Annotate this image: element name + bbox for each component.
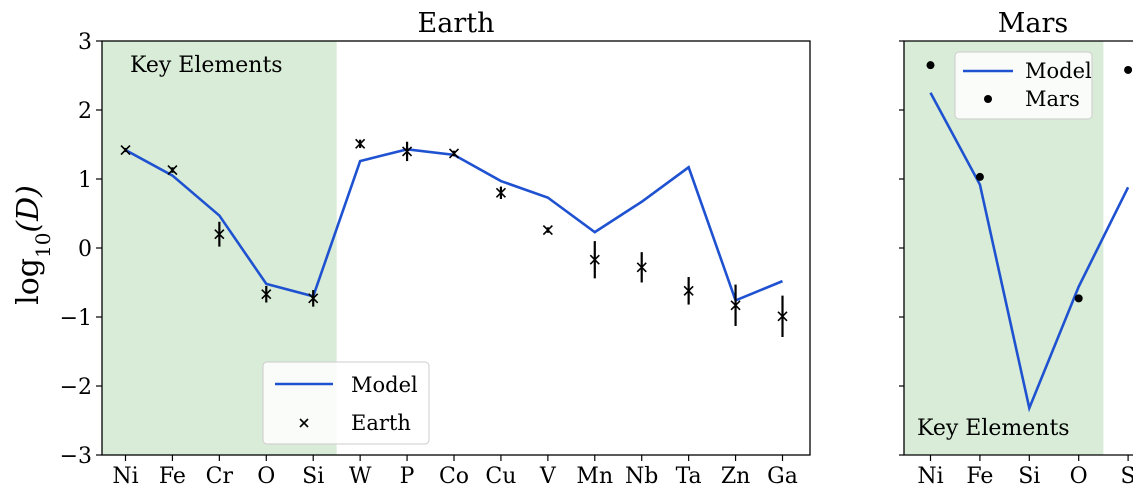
y-axis-label: log10(D) bbox=[11, 185, 55, 305]
earth-legend-model-label: Model bbox=[351, 373, 418, 397]
mars-point-ni bbox=[926, 61, 935, 70]
earth-point-ni bbox=[120, 144, 131, 156]
mars-chart-title: Mars bbox=[998, 8, 1069, 39]
earth-point-nb bbox=[636, 252, 647, 283]
mars-legend: Model Mars bbox=[954, 51, 1093, 120]
mars-legend-model-label: Model bbox=[1025, 59, 1092, 83]
earth-y-tick-label: −3 bbox=[60, 444, 92, 469]
earth-point-o bbox=[261, 285, 272, 303]
earth-x-tick-label-ni: Ni bbox=[112, 464, 138, 487]
mars-x-tick-label-o: O bbox=[1070, 464, 1088, 487]
mars-x-tick-label-fe: Fe bbox=[966, 464, 993, 487]
y-axis-label-var: (D) bbox=[11, 185, 46, 232]
earth-legend: Model Earth bbox=[262, 361, 430, 445]
earth-point-ta bbox=[683, 276, 694, 305]
earth-plot-frame bbox=[101, 40, 811, 456]
earth-point-cu bbox=[495, 186, 506, 200]
earth-x-tick-label-p: P bbox=[400, 464, 415, 487]
earth-x-tick-label-cr: Cr bbox=[206, 464, 234, 487]
earth-y-ticks: −3 −2 −1 0 1 2 3 bbox=[60, 30, 102, 469]
mars-point-s bbox=[1124, 65, 1133, 74]
earth-point-zn bbox=[730, 284, 741, 326]
earth-point-w bbox=[355, 138, 366, 149]
earth-data-points bbox=[120, 138, 788, 338]
mars-key-elements-label: Key Elements bbox=[917, 416, 1070, 441]
earth-x-tick-label-fe: Fe bbox=[159, 464, 186, 487]
earth-x-tick-label-o: O bbox=[257, 464, 275, 487]
earth-x-tick-label-zn: Zn bbox=[721, 464, 750, 487]
earth-y-tick-label: 2 bbox=[78, 99, 92, 124]
mars-point-fe bbox=[975, 172, 984, 181]
earth-legend-earth-label: Earth bbox=[351, 411, 411, 435]
earth-point-fe bbox=[167, 164, 178, 176]
earth-x-tick-label-w: W bbox=[349, 464, 372, 487]
mars-legend-mars-marker bbox=[984, 95, 992, 103]
y-axis-label-log: log bbox=[11, 258, 46, 305]
earth-y-tick-label: 0 bbox=[78, 237, 92, 262]
mars-plot-frame bbox=[903, 40, 1133, 456]
mars-model-line bbox=[929, 92, 1130, 413]
earth-y-tick-label: −1 bbox=[60, 306, 92, 331]
mars-x-tick-label-si: Si bbox=[1018, 464, 1040, 487]
earth-point-si bbox=[308, 290, 319, 307]
mars-legend-mars-label: Mars bbox=[1025, 87, 1080, 111]
earth-x-tick-label-co: Co bbox=[439, 464, 469, 487]
y-axis-label-subscript: 10 bbox=[31, 233, 55, 258]
earth-point-mn bbox=[589, 241, 600, 279]
earth-x-tick-label-v: V bbox=[539, 464, 557, 487]
earth-point-v bbox=[542, 224, 553, 236]
earth-panel: Key Elements −3 −2 −1 0 1 2 3 Ni Fe Cr O Si W P Co Cu V… bbox=[11, 8, 811, 487]
mars-x-tick-label-s: S bbox=[1121, 464, 1133, 487]
earth-key-elements-label: Key Elements bbox=[130, 53, 283, 78]
earth-x-tick-label-mn: Mn bbox=[576, 464, 613, 487]
earth-point-cr bbox=[214, 221, 225, 247]
earth-x-tick-label-nb: Nb bbox=[625, 464, 658, 487]
mars-x-ticks: Ni Fe Si O S bbox=[917, 455, 1133, 487]
earth-point-p bbox=[402, 141, 413, 162]
earth-legend-earth-marker bbox=[299, 418, 309, 428]
earth-x-ticks: Ni Fe Cr O Si W P Co Cu V Mn Nb Ta Zn Ga bbox=[112, 455, 798, 487]
mars-point-o bbox=[1074, 294, 1083, 303]
mars-data-points bbox=[926, 61, 1133, 303]
earth-x-tick-label-si: Si bbox=[302, 464, 324, 487]
earth-y-tick-label: −2 bbox=[60, 375, 92, 400]
earth-point-ga bbox=[777, 295, 788, 338]
earth-x-tick-label-cu: Cu bbox=[485, 464, 516, 487]
earth-y-tick-label: 3 bbox=[78, 30, 92, 55]
mars-y-ticks bbox=[899, 40, 904, 456]
mars-panel: Key Elements Ni Fe Si O S Mars Model Mars bbox=[899, 8, 1133, 487]
earth-x-tick-label-ta: Ta bbox=[676, 464, 702, 487]
earth-point-co bbox=[448, 148, 460, 159]
earth-y-tick-label: 1 bbox=[78, 168, 92, 193]
earth-x-tick-label-ga: Ga bbox=[767, 464, 798, 487]
mars-x-tick-label-ni: Ni bbox=[917, 464, 943, 487]
earth-chart-title: Earth bbox=[418, 8, 495, 39]
